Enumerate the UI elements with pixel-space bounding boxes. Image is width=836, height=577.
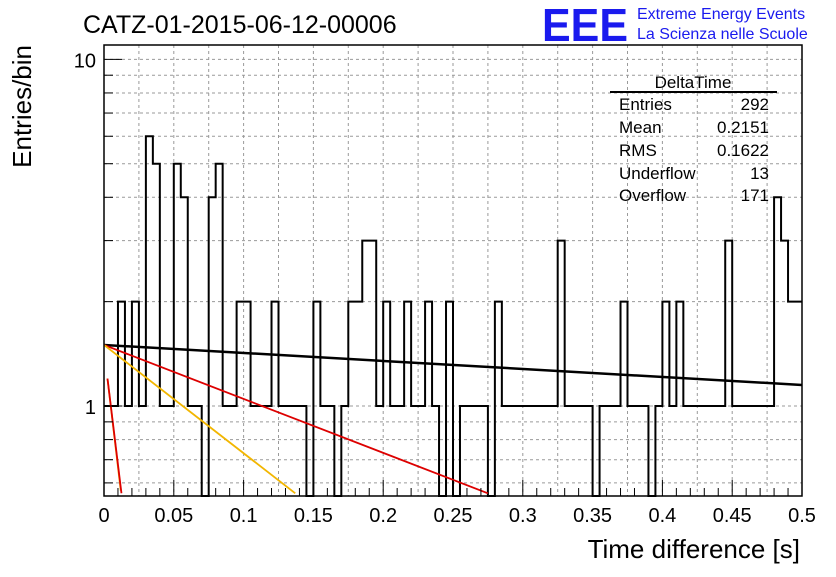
hist-bin [788,302,795,496]
hist-bin [781,241,788,496]
fit-line [103,344,296,494]
x-tick-label: 0.35 [573,505,612,527]
hist-bin [369,241,376,496]
hist-bin [774,197,781,496]
logo-line-1: Extreme Energy Events [637,6,805,23]
hist-bin [725,241,732,496]
hist-bin [153,164,160,496]
hist-bin [209,197,216,496]
hist-bin [313,302,320,496]
stats-label-mean: Mean [619,118,662,137]
hist-bin [676,302,683,496]
x-tick-label: 0.25 [434,505,473,527]
x-axis-label: Time difference [s] [588,534,800,564]
hist-bin [795,302,802,496]
stats-title: DeltaTime [655,73,732,92]
hist-bin [383,302,390,496]
stats-label-entries: Entries [619,95,672,114]
hist-bin [558,241,565,496]
hist-bin [662,302,669,496]
hist-bin [348,302,355,496]
hist-bin [404,302,411,496]
x-tick-label: 0.45 [713,505,752,527]
stats-label-underflow: Underflow [619,164,696,183]
axes: 0 0.05 0.1 0.15 0.2 0.25 0.3 0.35 0.4 0.45 0.5 1 10 [74,44,816,527]
fit-line [103,344,489,495]
hist-bin [425,302,432,496]
logo-line-2: La Scienza nelle Scuole [637,26,808,43]
y-tick-label: 1 [85,397,96,419]
x-tick-label: 0.1 [230,505,258,527]
x-tick-label: 0.3 [509,505,537,527]
hist-bin [174,164,181,496]
stats-value-mean: 0.2151 [717,118,769,137]
stats-label-overflow: Overflow [619,186,687,205]
hist-bin [446,302,453,496]
x-tick-label: 0.5 [788,505,816,527]
stats-value-rms: 0.1622 [717,141,769,160]
fit-lines [103,343,803,495]
hist-bin [216,164,223,496]
fit-line [103,343,803,387]
x-tick-label: 0.15 [294,505,333,527]
x-tick-label: 0.4 [648,505,676,527]
hist-bin [495,302,502,496]
stats-label-rms: RMS [619,141,657,160]
x-tick-label: 0 [98,505,109,527]
stats-value-overflow: 171 [741,186,769,205]
x-tick-label: 0.05 [154,505,193,527]
x-tick-label: 0.2 [369,505,397,527]
fit-line [106,378,123,494]
stats-value-entries: 292 [741,95,769,114]
stats-value-underflow: 13 [750,164,769,183]
y-tick-label: 10 [74,50,96,72]
hist-bin [355,302,362,496]
hist-bin [362,241,369,496]
hist-bin [181,197,188,496]
eee-logo: EEE [542,0,628,51]
y-axis-label: Entries/bin [7,45,37,168]
hist-bin [272,302,279,496]
hist-bin [146,136,153,496]
hist-bin [621,302,628,496]
hist-bin [132,302,139,496]
chart-title: CATZ-01-2015-06-12-00006 [83,11,397,39]
stats-box: DeltaTime Entries 292 Mean 0.2151 RMS 0.… [610,73,777,205]
